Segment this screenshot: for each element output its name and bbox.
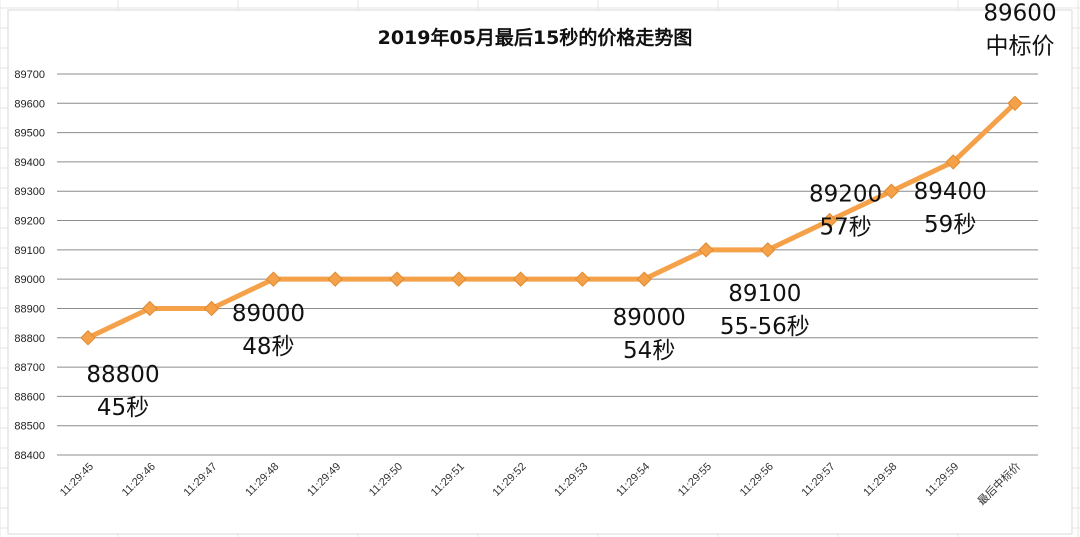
y-tick-label: 88800 <box>14 333 45 345</box>
y-tick-label: 89600 <box>14 98 45 110</box>
data-point-marker <box>945 154 961 170</box>
y-tick-label: 89700 <box>14 69 45 81</box>
data-point-marker <box>1007 95 1023 112</box>
y-tick-label: 89500 <box>14 128 45 140</box>
data-point-marker <box>142 300 158 317</box>
y-tick-label: 89100 <box>14 245 45 257</box>
price-series <box>80 95 1023 346</box>
series-line <box>85 100 1018 341</box>
annotation-value: 89400 <box>914 179 987 205</box>
y-axis-tick-labels: 88400 88500 88600 88700 88800 88900 89000 89100… <box>14 69 45 462</box>
data-point-marker <box>821 212 838 229</box>
annotation-time: 中标价 <box>986 33 1055 59</box>
data-point-marker <box>760 242 776 258</box>
annotation-time: 57秒 <box>819 215 871 241</box>
annotation-time: 55-56秒 <box>720 314 810 340</box>
chart-title: 2019年05月最后15秒的价格走势图 <box>378 26 693 49</box>
annotation-time: 54秒 <box>623 338 675 364</box>
data-point-marker <box>389 271 405 287</box>
data-point-marker <box>80 330 96 346</box>
y-tick-label: 88700 <box>14 362 45 374</box>
annotation-value: 89000 <box>232 301 305 327</box>
data-annotations: 88800 45秒 89000 48秒 89000 54秒 89100 55-56秒 89200… <box>86 0 1056 420</box>
y-tick-label: 88500 <box>14 421 45 433</box>
data-point-marker <box>512 271 529 287</box>
annotation-value: 89000 <box>613 305 686 331</box>
y-tick-label: 88600 <box>14 391 45 403</box>
annotation-value: 89100 <box>728 281 801 307</box>
data-point-marker <box>574 271 591 287</box>
data-point-marker <box>265 271 282 287</box>
annotation-time: 59秒 <box>924 212 976 238</box>
y-tick-label: 89300 <box>14 186 45 198</box>
data-point-marker <box>883 183 900 199</box>
data-point-marker <box>451 271 467 287</box>
y-tick-label: 89000 <box>14 274 45 286</box>
annotation-time: 45秒 <box>97 395 149 421</box>
y-tick-label: 89200 <box>14 216 45 228</box>
data-point-marker <box>327 271 343 287</box>
data-point-marker <box>698 242 714 258</box>
annotation-value: 89600 <box>983 0 1056 26</box>
annotation-value: 88800 <box>86 362 159 388</box>
y-tick-label: 88400 <box>14 450 45 462</box>
annotation-time: 48秒 <box>242 334 294 360</box>
data-point-marker <box>636 271 652 287</box>
y-tick-label: 88900 <box>14 303 45 315</box>
data-point-marker <box>203 300 220 317</box>
y-tick-label: 89400 <box>14 157 45 169</box>
chart-area <box>7 9 1073 535</box>
annotation-value: 89200 <box>809 182 882 208</box>
